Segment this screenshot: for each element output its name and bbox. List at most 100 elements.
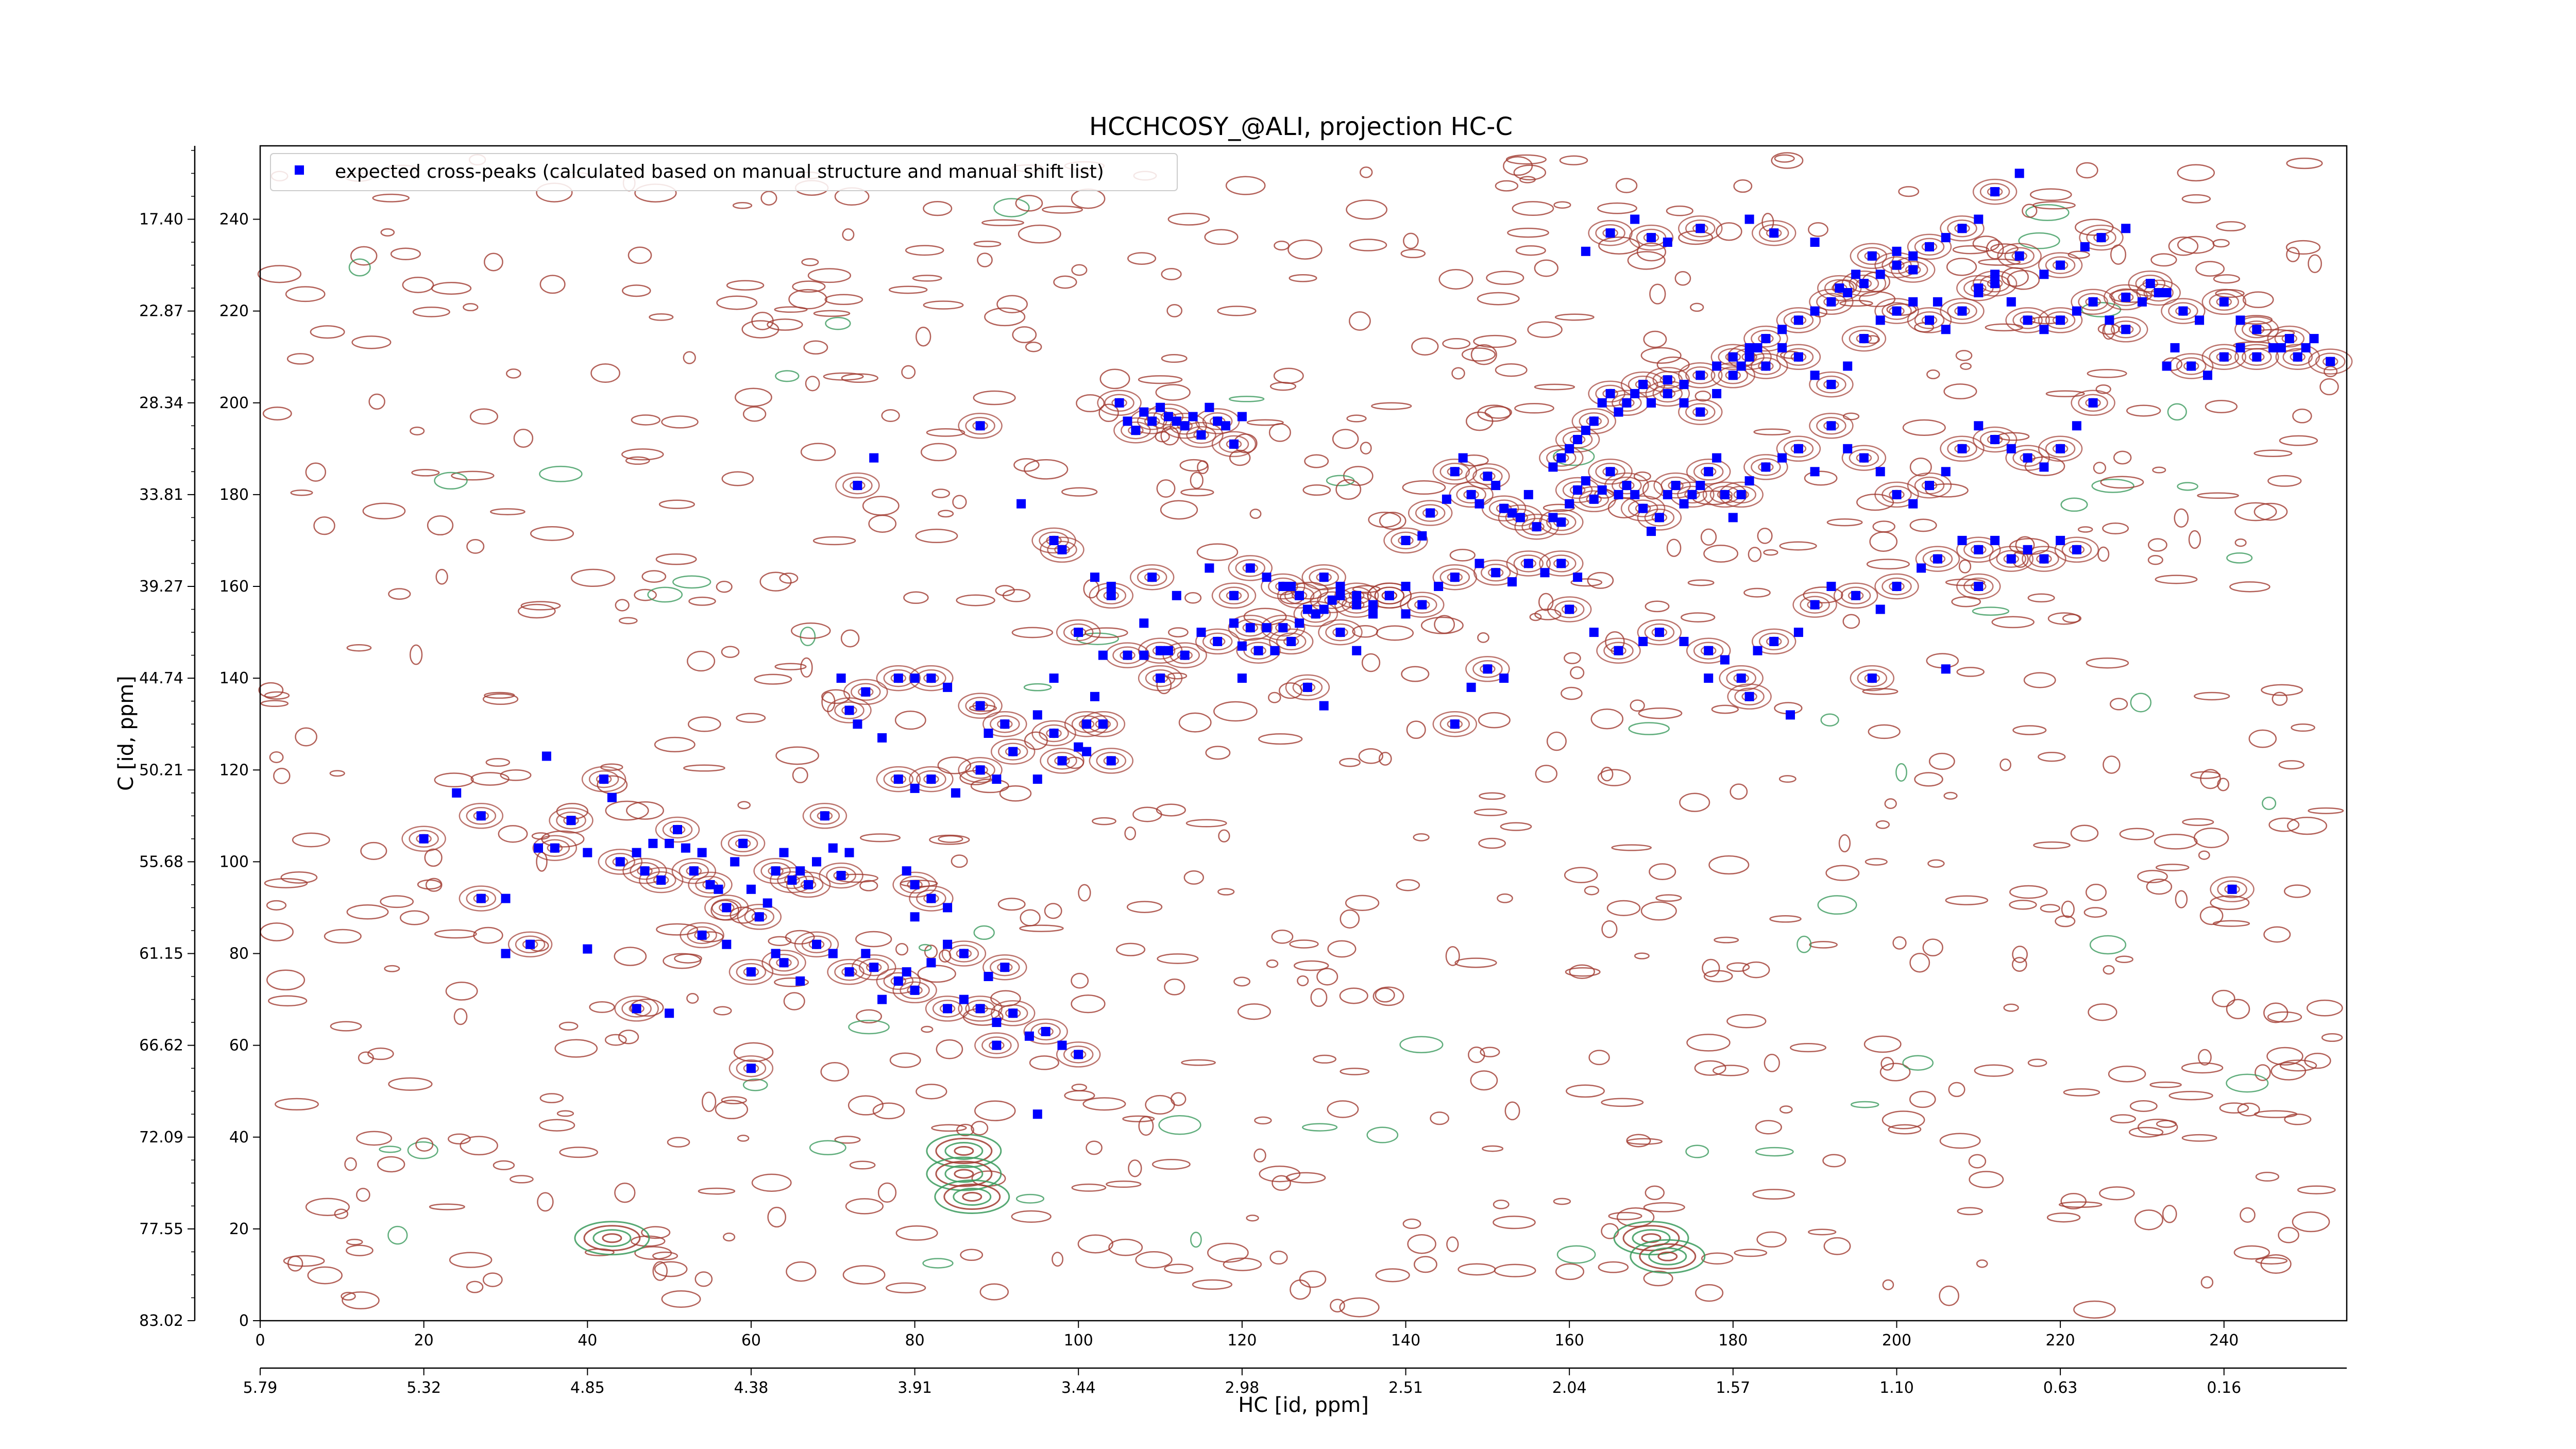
contour-ring — [1649, 863, 1676, 880]
contour-ring — [2226, 1073, 2269, 1093]
contour-ring — [469, 408, 498, 425]
cross-peak — [1867, 251, 1877, 261]
contour-ring — [2306, 999, 2343, 1017]
cross-peak — [1491, 481, 1501, 491]
contour-ring — [1113, 417, 1158, 444]
x-ppm-tick-label: 1.10 — [1879, 1379, 1914, 1397]
contour-ring — [1823, 1237, 1851, 1255]
cross-peak — [1123, 650, 1132, 660]
y-axis-label: C [id, ppm] — [114, 676, 138, 791]
contour-ring — [1690, 302, 1704, 312]
cross-peak — [926, 958, 936, 968]
cross-peak — [1270, 646, 1280, 655]
contour-ring — [1217, 888, 1235, 896]
contour-ring — [1824, 279, 1855, 297]
contour-ring — [1349, 239, 1387, 251]
contour-ring — [2149, 1081, 2182, 1088]
contour-ring — [1956, 275, 2001, 301]
contour-ring — [1178, 712, 1212, 733]
contour-ring — [2188, 530, 2201, 549]
contour-ring — [716, 581, 733, 593]
contour-ring — [2155, 575, 2198, 584]
contour-ring — [2308, 254, 2322, 273]
cross-peak — [2096, 233, 2106, 243]
contour-ring — [2260, 1254, 2292, 1274]
cross-peak — [828, 949, 838, 958]
cross-peak — [1426, 508, 1435, 518]
contour-ring — [1052, 1252, 1064, 1267]
cross-peak — [1597, 398, 1607, 408]
contour-ring — [715, 1100, 749, 1120]
contour-ring — [262, 407, 292, 420]
contour-ring — [713, 1006, 732, 1016]
cross-peak — [1892, 246, 1902, 256]
contour-ring — [2278, 760, 2304, 770]
cross-peak — [1205, 563, 1214, 573]
contour-ring — [2197, 492, 2239, 499]
x-index-tick-label: 240 — [2209, 1332, 2239, 1350]
cross-peak — [1008, 747, 1018, 756]
contour-ring — [1838, 834, 1851, 853]
contour-ring — [401, 825, 446, 852]
contour-ring — [1645, 1185, 1665, 1200]
contour-ring — [2234, 316, 2279, 343]
legend-box — [270, 153, 1178, 191]
x-ppm-tick-label: 2.51 — [1388, 1379, 1423, 1397]
contour-ring — [1850, 665, 1895, 692]
contour-ring — [2003, 1003, 2019, 1012]
contour-ring — [679, 862, 709, 880]
contour-ring — [1779, 1105, 1793, 1114]
contour-ring — [1543, 503, 1575, 512]
contour-ring — [1660, 476, 1691, 495]
contour-ring — [1643, 1270, 1673, 1287]
contour-ring — [1225, 176, 1266, 195]
cross-peak — [1810, 370, 1820, 380]
contour-ring — [922, 1258, 954, 1269]
contour-ring — [307, 1266, 343, 1285]
contour-ring — [1366, 1126, 1399, 1143]
cross-peak — [1548, 513, 1558, 523]
contour-ring — [1685, 1144, 1709, 1158]
contour-ring — [305, 1198, 350, 1216]
contour-ring — [856, 1009, 883, 1024]
contour-ring — [1274, 241, 1290, 251]
cross-peak — [984, 972, 993, 981]
contour-ring — [618, 1030, 639, 1044]
contour-ring — [532, 835, 578, 861]
contour-ring — [834, 701, 865, 719]
cross-peak — [1622, 398, 1632, 408]
contour-ring — [2076, 162, 2098, 179]
contour-ring — [895, 942, 909, 956]
cross-peak — [1654, 513, 1664, 523]
contour-ring — [889, 1052, 921, 1068]
contour-ring — [466, 807, 497, 825]
contour-ring — [621, 448, 664, 461]
contour-ring — [1512, 201, 1554, 216]
contour-ring — [1184, 592, 1202, 604]
contour-ring — [2012, 946, 2028, 963]
contour-ring — [1340, 909, 1360, 929]
contour-ring — [2263, 926, 2291, 943]
cross-peak — [2235, 343, 2245, 352]
contour-ring — [895, 1225, 938, 1241]
contour-ring — [1504, 1101, 1520, 1121]
contour-ring — [1408, 500, 1453, 526]
x-index-axis: 0 20 40 60 80 100 120 140 160 180 200 220 240 — [255, 1321, 2239, 1350]
contour-ring — [883, 972, 914, 990]
contour-ring — [2242, 348, 2272, 366]
contour-ring — [990, 738, 1036, 765]
contour-ring — [2181, 1062, 2224, 1074]
contour-ring — [2242, 291, 2274, 308]
cross-peak — [1368, 609, 1378, 619]
contour-ring — [1053, 275, 1077, 289]
contour-ring — [687, 926, 717, 945]
contour-ring — [1892, 936, 1907, 950]
contour-ring — [1407, 1234, 1436, 1254]
contour-ring — [680, 922, 724, 949]
contour-ring — [1400, 592, 1445, 618]
contour-ring — [1588, 220, 1633, 246]
cross-peak — [1573, 572, 1583, 582]
contour-ring — [1839, 300, 1873, 307]
cross-peak — [1180, 650, 1190, 660]
contour-ring — [498, 825, 528, 843]
